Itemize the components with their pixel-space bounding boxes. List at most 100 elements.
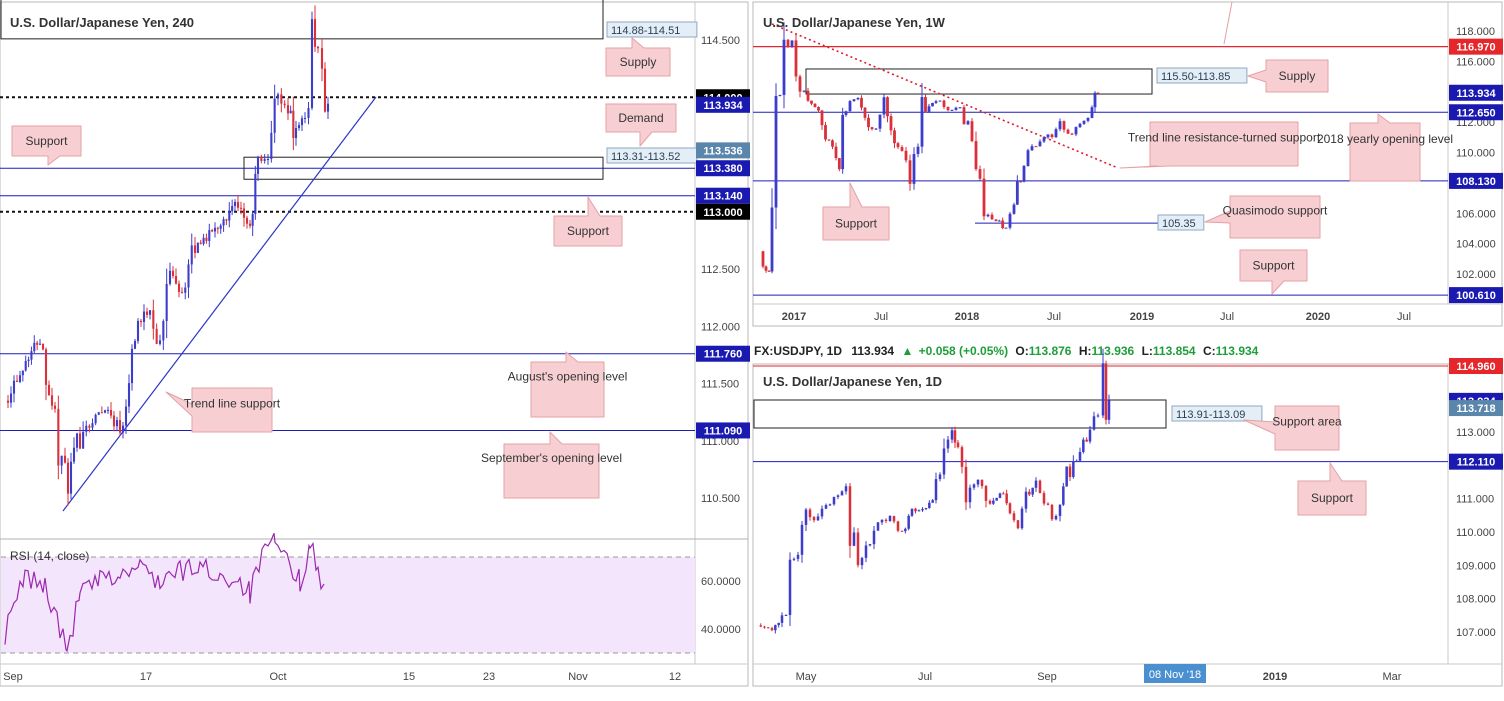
h4-candle-body [320, 48, 324, 69]
h4-candle-body [289, 110, 292, 114]
dy-support-area-zone-label-bg [1171, 405, 1263, 422]
h4-supply-zone-label: 114.88-114.51 [611, 25, 680, 37]
wk-callout-pointer [1223, 1, 1233, 45]
h4-candle-body [15, 380, 19, 382]
daily-header-h: 113.936 [1092, 344, 1135, 358]
h4-candle-body [283, 103, 286, 106]
wk-candle-body [934, 101, 938, 103]
daily-header: FX:USDJPY, 1D 113.934 ▲ +0.058 (+0.05%) … [754, 344, 1259, 358]
dy-candle-body [1075, 460, 1078, 462]
wk-trendline-callout-text: Trend line resistance-turned support [1128, 131, 1321, 145]
wk-x-tick: Jul [1220, 311, 1234, 323]
h4-candle-body [205, 237, 208, 241]
dy-candle-body [876, 522, 880, 531]
dy-candle-body [1024, 491, 1028, 509]
wk-candle-body [1054, 129, 1058, 138]
h4-candle-body [177, 283, 181, 292]
dy-support-area-zone-box [753, 399, 1167, 429]
daily-header-l: 113.854 [1153, 344, 1196, 358]
h4-candle-body [44, 349, 48, 385]
dy-y-tick: 107.000 [1456, 627, 1496, 639]
wk-support-callout-box [822, 182, 890, 241]
dy-candle-body [1058, 504, 1062, 516]
wk-candle-body [1062, 121, 1066, 130]
wk-supply-callout: Supply [1247, 59, 1329, 93]
wk-candle-body [1074, 127, 1078, 135]
wk-candle-body [927, 106, 931, 112]
h4-candle-body [148, 310, 152, 315]
dy-candle-body [770, 628, 774, 631]
dy-candle-body [953, 430, 957, 443]
dy-candle-body [998, 493, 1002, 498]
dy-price-tag-label: 113.718 [1456, 403, 1495, 415]
wk-candle-body [798, 76, 802, 92]
h4-price-tag-label: 113.140 [703, 191, 742, 203]
h4-rsi-tick: 40.0000 [701, 624, 741, 636]
wk-quasimodo-zone-label-bg [1157, 214, 1205, 231]
h4-x-tick: 23 [483, 671, 495, 683]
h4-candle-body [260, 156, 263, 161]
weekly-chart-panel[interactable]: 115.50-113.85 105.35 Supply Trend line resi… [752, 1, 1503, 327]
h4-candle-body [21, 370, 24, 376]
wk-support-callout-text: Support [835, 217, 878, 231]
h4-candle-body [63, 455, 67, 463]
h4-candle-body [53, 405, 57, 409]
dy-candle-body [1107, 400, 1111, 420]
wk-price-tag-label: 116.970 [1456, 42, 1495, 54]
dy-candle-body [1038, 480, 1042, 494]
dy-support-area-zone-label: 113.91-113.09 [1176, 409, 1245, 421]
wk-candle-body [790, 40, 794, 47]
dy-candle-body [1068, 466, 1072, 477]
h4-title: U.S. Dollar/Japanese Yen, 240 [10, 15, 194, 30]
h4-august-callout: August's opening level [508, 351, 627, 418]
wk-price-tag [1449, 172, 1503, 189]
h4-candle-body [276, 94, 280, 99]
dy-candle-body [1034, 480, 1038, 488]
wk-yearly-callout-box [1349, 113, 1421, 182]
wk-candle-body [916, 146, 920, 154]
dy-candle-body [766, 627, 770, 629]
wk-y-tick: 118.000 [1456, 26, 1495, 38]
wk-candle-body [904, 150, 908, 161]
dy-candle-body [763, 626, 766, 628]
h4-candle-body [112, 415, 116, 427]
dy-candle-body [759, 625, 763, 627]
dy-candle-body [995, 497, 998, 501]
dy-candle-body [921, 508, 924, 511]
daily-header-bar: FX:USDJPY, 1D 113.934 ▲ +0.058 (+0.05%) … [754, 344, 1259, 358]
wk-quasimodo-callout-box [1204, 195, 1321, 239]
wk-candle-body [882, 97, 886, 115]
h4-price-tag [696, 96, 750, 113]
h4-candle-body [66, 462, 70, 494]
wk-candle-body [974, 141, 978, 170]
wk-trendline-callout-box [1119, 121, 1299, 169]
dy-x-tick: 2019 [1263, 671, 1287, 683]
h4-price-tag [696, 142, 750, 159]
dy-candle-body [844, 486, 848, 492]
wk-candle-body [863, 107, 867, 118]
wk-candle-body [837, 158, 841, 170]
daily-chart-panel[interactable]: 113.91-113.09 Support area Support 113.000… [752, 348, 1503, 687]
h4-candle-body [236, 201, 240, 208]
dy-candle-body [792, 558, 796, 560]
dy-candle-body [964, 466, 968, 503]
wk-x-tick: Jul [874, 311, 888, 323]
h4-chart-panel[interactable]: 114.88-114.51 113.31-113.52 Supply Demand Su… [0, 0, 750, 687]
dy-candle-body [812, 517, 816, 521]
h4-candle-body [130, 348, 134, 384]
h4-candle-body [171, 270, 175, 276]
h4-candle-body [103, 410, 107, 413]
dy-candle-body [780, 615, 784, 623]
dy-candle-body [804, 509, 808, 525]
h4-rsi-band [1, 557, 695, 653]
h4-candle-body [263, 159, 266, 161]
h4-x-tick: Nov [568, 671, 588, 683]
h4-demand-callout-box [605, 103, 677, 147]
h4-price-tag-label: 113.934 [703, 100, 743, 112]
wk-candle-body [942, 100, 946, 108]
h4-candle-body [242, 208, 246, 218]
h4-candle-body [300, 118, 304, 126]
wk-y-tick: 102.000 [1456, 269, 1496, 281]
dy-candle-body [1046, 503, 1050, 505]
h4-candle-body [75, 433, 79, 448]
